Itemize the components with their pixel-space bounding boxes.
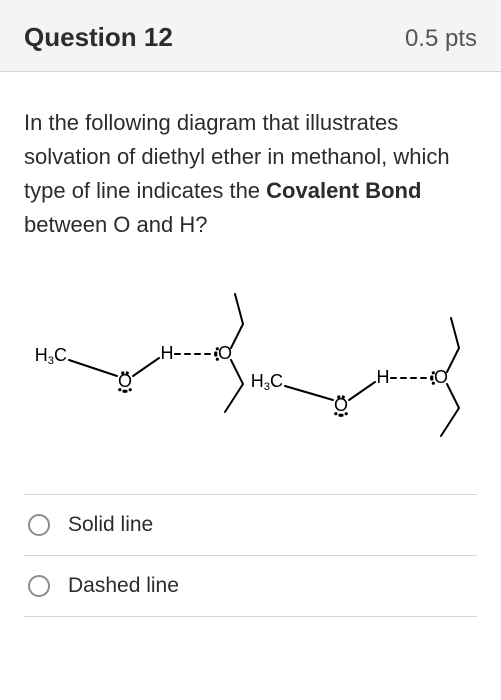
answer-options: Solid line Dashed line [24,494,477,617]
svg-text:H3C: H3C [34,345,66,367]
chemical-diagram-svg: H3C O H O H3C O H O [31,278,471,458]
chemical-diagram: H3C O H O H3C O H O [24,268,477,468]
svg-text:O: O [433,367,447,387]
svg-text:H3C: H3C [250,371,282,393]
question-stem: In the following diagram that illustrate… [24,106,477,242]
svg-text:O: O [333,395,347,415]
svg-text:H: H [160,343,173,363]
svg-text:H: H [376,367,389,387]
option-solid-line[interactable]: Solid line [24,494,477,555]
question-body: In the following diagram that illustrate… [0,72,501,617]
option-label: Solid line [68,513,153,537]
stem-post: between O and H? [24,212,207,237]
option-dashed-line[interactable]: Dashed line [24,555,477,617]
radio-icon [28,514,50,536]
question-number: Question 12 [24,22,173,53]
stem-bold: Covalent Bond [266,178,421,203]
option-label: Dashed line [68,574,179,598]
svg-text:O: O [217,343,231,363]
radio-icon [28,575,50,597]
question-header: Question 12 0.5 pts [0,0,501,72]
svg-text:O: O [117,371,131,391]
question-points: 0.5 pts [405,25,477,53]
